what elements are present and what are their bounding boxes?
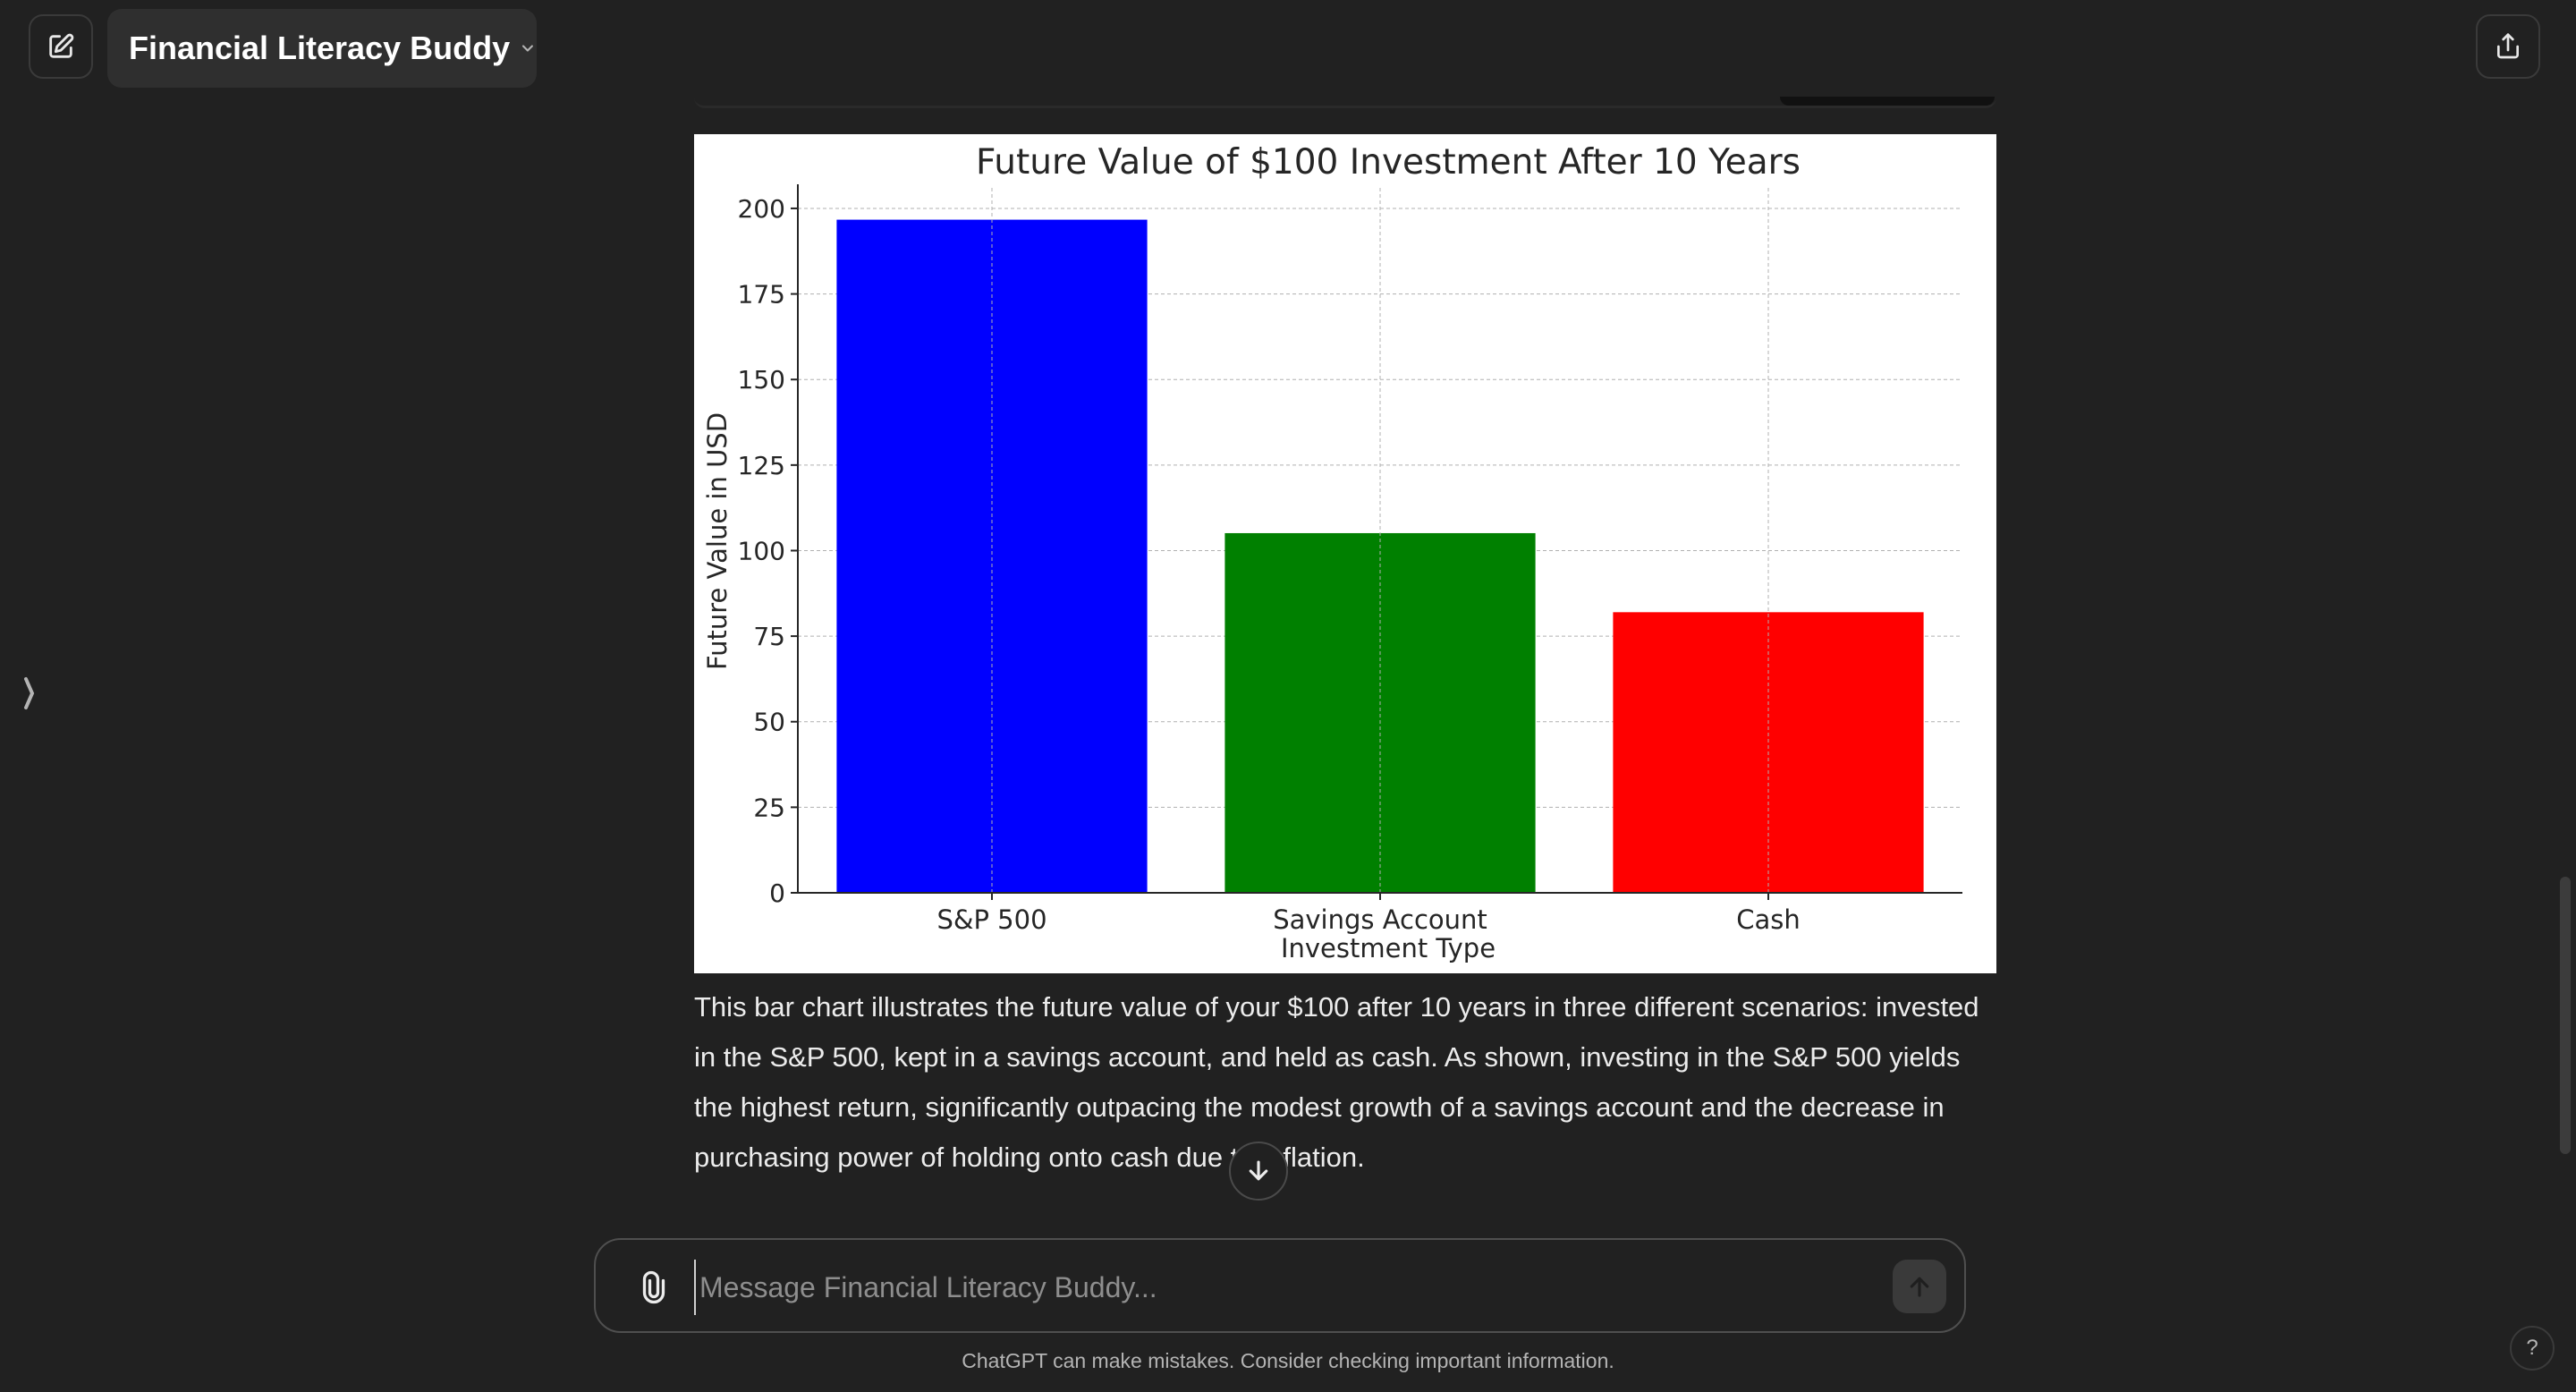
bar-chart: 0 25 50 75 100 125 150 175 200 S&P 500 Savings Acc…	[702, 142, 1962, 963]
bar	[836, 219, 1148, 893]
chevron-right-icon	[24, 677, 35, 709]
model-selector[interactable]: Financial Literacy Buddy	[107, 9, 537, 88]
scroll-to-bottom-button[interactable]	[1229, 1142, 1288, 1201]
gpt-title: Financial Literacy Buddy	[129, 30, 511, 66]
y-tick-label: 125	[738, 451, 785, 480]
arrow-up-icon	[1910, 1277, 1929, 1297]
y-tick-label: 50	[753, 708, 785, 737]
x-tick-label: Savings Account	[1273, 904, 1487, 935]
bar	[1224, 532, 1536, 893]
x-tick-label: S&P 500	[936, 904, 1046, 935]
y-tick-label: 200	[738, 194, 785, 224]
share-button[interactable]	[2476, 14, 2540, 79]
chart-title: Future Value of $100 Investment After 10…	[976, 142, 1801, 182]
y-tick-label: 100	[738, 536, 785, 565]
x-axis-label: Investment Type	[1281, 933, 1496, 963]
assistant-message-paragraph: This bar chart illustrates the future va…	[694, 991, 1979, 1173]
y-tick-label: 175	[738, 280, 785, 310]
paperclip-icon	[642, 1270, 665, 1304]
y-tick-label: 25	[753, 793, 785, 822]
arrow-down-icon	[1249, 1160, 1268, 1181]
chevron-down-icon	[522, 45, 534, 52]
y-axis-label: Future Value in USD	[702, 412, 733, 670]
bar-chart-image: 0 25 50 75 100 125 150 175 200 S&P 500 Savings Acc…	[694, 134, 1996, 973]
share-icon	[2497, 33, 2519, 59]
help-button[interactable]: ?	[2510, 1326, 2555, 1371]
message-composer	[594, 1238, 1966, 1333]
send-button[interactable]	[1893, 1260, 1946, 1313]
previous-element-edge-dark	[1780, 97, 1995, 106]
new-chat-button[interactable]	[29, 14, 93, 79]
attach-button[interactable]	[630, 1263, 678, 1311]
y-tick-label: 75	[753, 622, 785, 651]
message-input[interactable]	[694, 1260, 1596, 1315]
x-tick-label: Cash	[1736, 904, 1801, 935]
scrollbar-thumb[interactable]	[2560, 877, 2571, 1154]
y-tick-label: 0	[769, 878, 785, 908]
y-tick-label: 150	[738, 365, 785, 395]
edit-icon	[49, 33, 74, 58]
open-sidebar-button[interactable]	[18, 671, 41, 716]
assistant-message-next-paragraph: This comparison highlights the importanc…	[694, 1218, 2000, 1233]
disclaimer-text: ChatGPT can make mistakes. Consider chec…	[962, 1349, 1614, 1372]
previous-element-edge	[694, 97, 1996, 108]
